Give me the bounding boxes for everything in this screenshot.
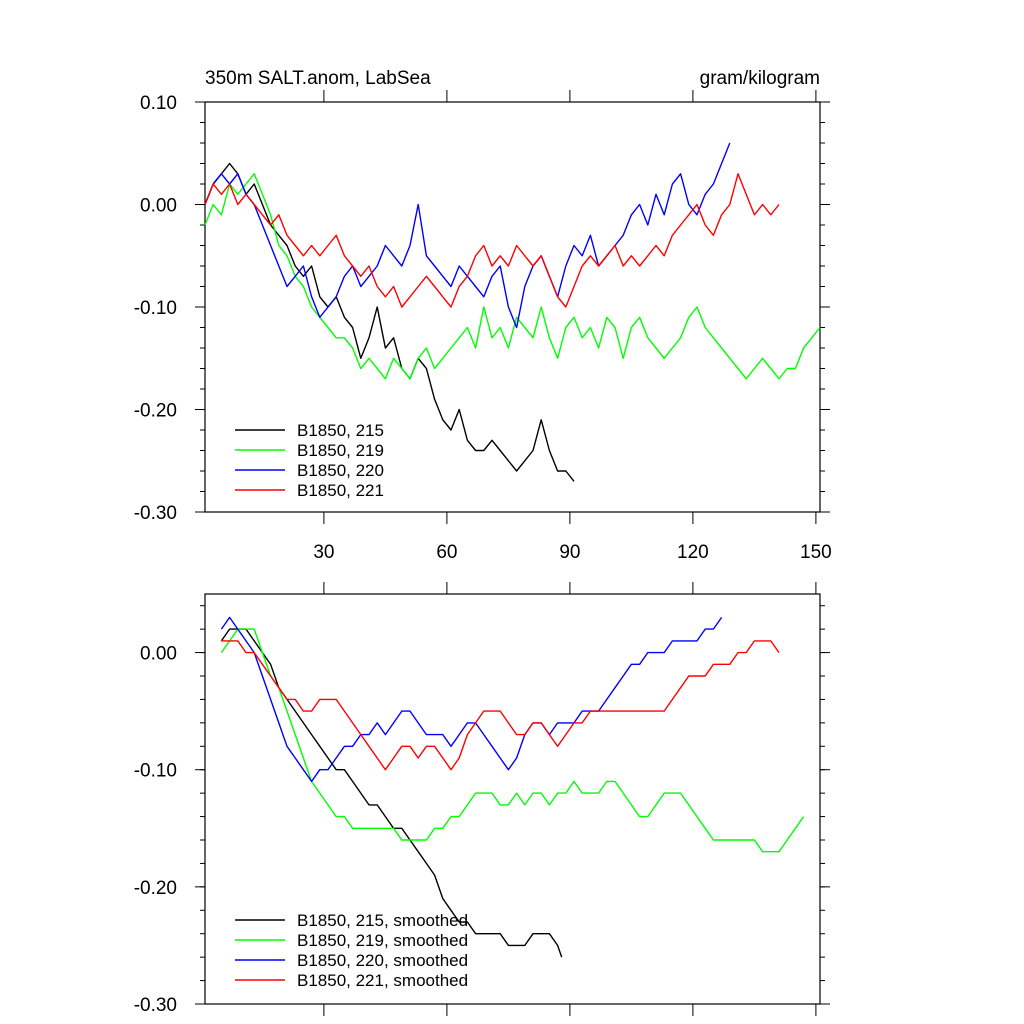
y-tick-label: 0.00 (140, 196, 177, 217)
bottom-plot-frame (204, 593, 821, 1005)
y-tick-label: 0.10 (140, 93, 177, 114)
bottom-axis-ticks: 0.00 -0.10 -0.20 -0.30 (134, 582, 830, 1016)
bottom-series-lines (220, 616, 805, 958)
x-tick-label: 60 (436, 542, 457, 563)
y-tick-label: -0.30 (134, 995, 177, 1016)
y-tick-label: -0.20 (134, 401, 177, 422)
legend-label: B1850, 219, smoothed (297, 931, 468, 950)
legend-label: B1850, 220 (297, 461, 384, 480)
top-panel-units: gram/kilogram (700, 68, 820, 89)
y-tick-label: -0.20 (134, 878, 177, 899)
series-line (204, 142, 731, 329)
x-tick-label: 120 (677, 542, 709, 563)
series-line (204, 173, 780, 308)
series-line (221, 640, 780, 771)
legend-label: B1850, 220, smoothed (297, 951, 468, 970)
bottom-panel: 0.00 -0.10 -0.20 -0.30 B1850, 215, smoothed… (134, 582, 830, 1016)
series-line (204, 162, 575, 482)
top-panel: 350m SALT.anom, LabSea gram/kilogram 0.1… (134, 68, 832, 563)
series-line (204, 173, 821, 380)
x-tick-label: 150 (800, 542, 832, 563)
top-axis-ticks: 0.10 0.00 -0.10 -0.20 -0.30 30 60 90 120 150 (134, 90, 832, 563)
x-tick-label: 90 (559, 542, 580, 563)
y-tick-label: -0.10 (134, 298, 177, 319)
y-tick-label: -0.30 (134, 503, 177, 524)
series-line (220, 628, 805, 853)
legend-label: B1850, 215, smoothed (297, 911, 468, 930)
y-tick-label: -0.10 (134, 761, 177, 782)
legend-label: B1850, 221 (297, 481, 384, 500)
legend-label: B1850, 215 (297, 421, 384, 440)
legend-label: B1850, 219 (297, 441, 384, 460)
top-panel-title: 350m SALT.anom, LabSea (205, 68, 431, 89)
series-line (220, 616, 723, 783)
top-series-lines (204, 142, 821, 482)
y-tick-label: 0.00 (140, 644, 177, 665)
legend-label: B1850, 221, smoothed (297, 971, 468, 990)
x-tick-label: 30 (313, 542, 334, 563)
